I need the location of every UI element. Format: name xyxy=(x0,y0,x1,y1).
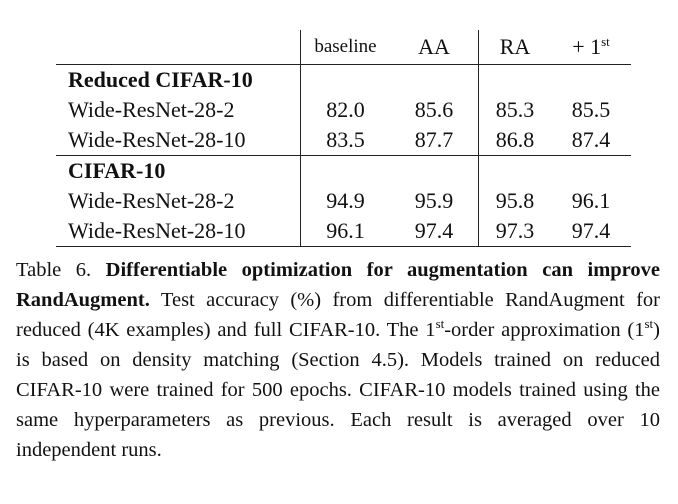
first-order-value: 87.4 xyxy=(571,127,611,152)
model-name: Wide-ResNet-28-2 xyxy=(68,188,235,213)
aa-value: 95.9 xyxy=(414,188,454,213)
caption-text-part1: Test accuracy (%) from differentiable Ra… xyxy=(16,289,660,341)
ra-value: 95.8 xyxy=(478,186,551,216)
header-aa: AA xyxy=(418,34,450,59)
baseline-value: 94.9 xyxy=(300,186,390,216)
model-name: Wide-ResNet-28-2 xyxy=(68,97,235,122)
caption-text-part3: ) is based on density matching (Section … xyxy=(16,319,660,461)
results-table-container: baseline AA RA + 1st Reduced CIFAR-10 Wi… xyxy=(56,30,631,247)
section-title: Reduced CIFAR-10 xyxy=(56,64,301,95)
section-row-reduced-cifar10: Reduced CIFAR-10 xyxy=(56,64,631,95)
header-first-order-label: + 1 xyxy=(572,34,602,59)
aa-value: 87.7 xyxy=(414,127,454,152)
section-title: CIFAR-10 xyxy=(56,155,301,186)
baseline-value: 96.1 xyxy=(300,216,390,247)
caption-label: Table 6. xyxy=(16,259,92,281)
table-row: Wide-ResNet-28-10 83.5 87.7 86.8 87.4 xyxy=(56,125,631,156)
baseline-value: 83.5 xyxy=(300,125,390,156)
table-row: Wide-ResNet-28-2 82.0 85.6 85.3 85.5 xyxy=(56,95,631,125)
ra-value: 85.3 xyxy=(478,95,551,125)
table-row: Wide-ResNet-28-10 96.1 97.4 97.3 97.4 xyxy=(56,216,631,247)
header-baseline: baseline xyxy=(300,30,390,65)
first-order-value: 97.4 xyxy=(551,216,631,247)
header-first-order-sup: st xyxy=(601,34,610,49)
baseline-value: 82.0 xyxy=(300,95,390,125)
caption-sup-2: st xyxy=(644,316,654,331)
first-order-value: 96.1 xyxy=(571,188,611,213)
header-empty-cell xyxy=(56,30,301,65)
section-row-cifar10: CIFAR-10 xyxy=(56,155,631,186)
caption-text-part2: -order approximation (1 xyxy=(444,319,645,341)
caption-sup-1: st xyxy=(435,316,445,331)
model-name: Wide-ResNet-28-10 xyxy=(68,127,246,152)
aa-value: 85.6 xyxy=(414,97,454,122)
results-table: baseline AA RA + 1st Reduced CIFAR-10 Wi… xyxy=(56,30,631,247)
table-caption: Table 6. Differentiable optimization for… xyxy=(16,255,660,465)
table-row: Wide-ResNet-28-2 94.9 95.9 95.8 96.1 xyxy=(56,186,631,216)
ra-value: 97.3 xyxy=(478,216,551,247)
header-first-order: + 1st xyxy=(551,30,631,65)
table-header-row: baseline AA RA + 1st xyxy=(56,30,631,65)
model-name: Wide-ResNet-28-10 xyxy=(56,216,301,247)
ra-value: 86.8 xyxy=(478,125,551,156)
aa-value: 97.4 xyxy=(390,216,479,247)
header-ra: RA xyxy=(478,30,551,65)
first-order-value: 85.5 xyxy=(571,97,611,122)
caption-title: Differentiable optimization for augmenta… xyxy=(16,259,661,311)
